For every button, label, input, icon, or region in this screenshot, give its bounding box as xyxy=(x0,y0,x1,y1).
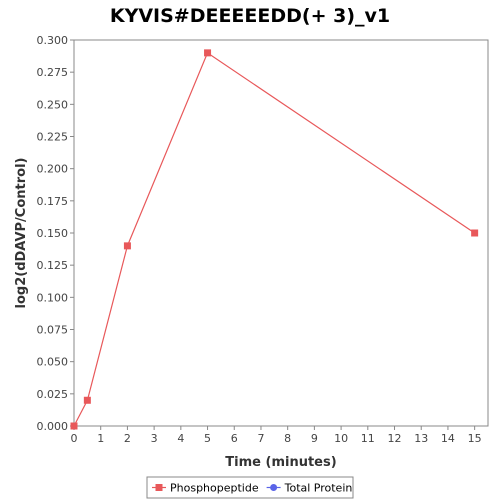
x-tick-label: 9 xyxy=(311,432,318,445)
x-tick-label: 4 xyxy=(177,432,184,445)
x-tick-label: 5 xyxy=(204,432,211,445)
chart-title: KYVIS#DEEEEEDD(+ 3)_v1 xyxy=(110,5,390,27)
x-tick-label: 7 xyxy=(257,432,264,445)
y-tick-label: 0.275 xyxy=(37,66,69,79)
x-tick-label: 11 xyxy=(361,432,375,445)
x-tick-label: 2 xyxy=(124,432,131,445)
x-axis-label: Time (minutes) xyxy=(225,455,336,470)
y-tick-label: 0.175 xyxy=(37,195,69,208)
y-tick-label: 0.075 xyxy=(37,324,69,337)
x-tick-label: 1 xyxy=(97,432,104,445)
y-tick-label: 0.050 xyxy=(37,356,69,369)
legend-box xyxy=(146,476,354,499)
y-tick-label: 0.300 xyxy=(37,34,69,47)
y-tick-label: 0.100 xyxy=(37,291,69,304)
y-tick-label: 0.125 xyxy=(37,259,69,272)
y-tick-label: 0.150 xyxy=(37,227,69,240)
x-tick-label: 6 xyxy=(231,432,238,445)
legend-marker xyxy=(155,484,163,491)
x-tick-label: 0 xyxy=(71,432,78,445)
y-tick-label: 0.000 xyxy=(37,420,69,433)
legend-marker xyxy=(270,484,278,491)
data-point xyxy=(70,422,78,430)
x-tick-label: 14 xyxy=(441,432,455,445)
x-tick-label: 10 xyxy=(334,432,348,445)
x-tick-label: 3 xyxy=(151,432,158,445)
y-tick-label: 0.200 xyxy=(37,163,69,176)
x-tick-label: 13 xyxy=(414,432,428,445)
plot-marks xyxy=(70,49,479,430)
y-tick-label: 0.025 xyxy=(37,388,69,401)
y-tick-label: 0.250 xyxy=(37,98,69,111)
data-point xyxy=(204,49,212,57)
x-tick-label: 15 xyxy=(468,432,482,445)
x-tick-label: 12 xyxy=(388,432,402,445)
legend: Phosphopeptide Total Protein xyxy=(146,476,354,499)
x-tick-label: 8 xyxy=(284,432,291,445)
plot-frame xyxy=(73,39,489,427)
legend-label: Phosphopeptide xyxy=(170,482,259,495)
legend-label: Total Protein xyxy=(284,482,353,495)
y-tick-label: 0.225 xyxy=(37,131,69,144)
data-point xyxy=(471,229,479,237)
axes: 0.000 0.025 0.050 0.075 0.100 0.125 0.150 0.175… xyxy=(37,34,489,445)
data-point xyxy=(123,242,131,250)
y-axis-label: log2(dDAVP/Control) xyxy=(14,158,29,309)
data-point xyxy=(83,396,91,404)
